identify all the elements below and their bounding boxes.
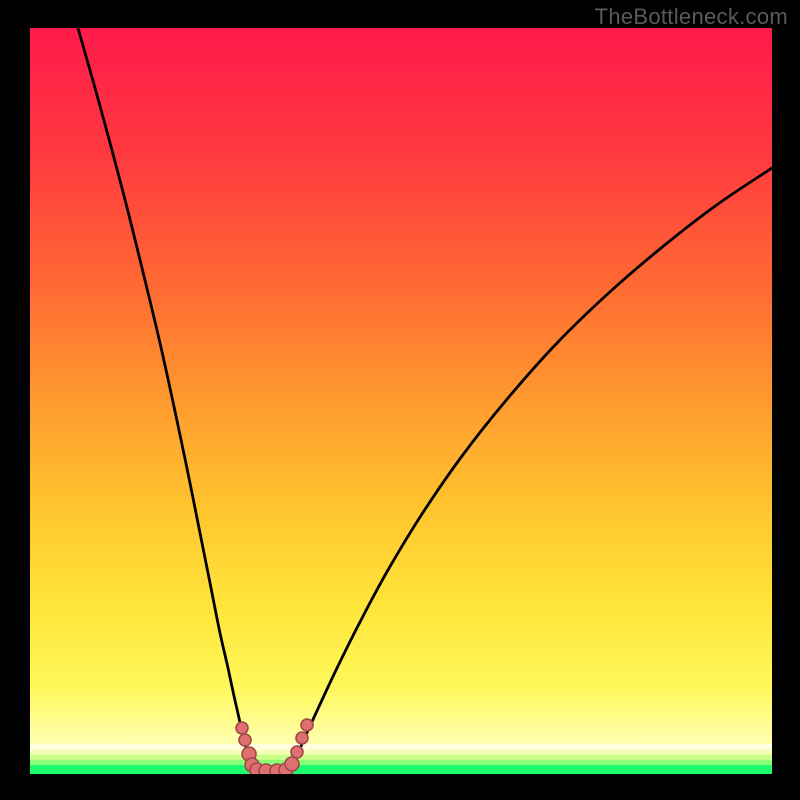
curve-right xyxy=(292,168,772,768)
stage: TheBottleneck.com xyxy=(0,0,800,800)
marker-point-9 xyxy=(291,746,303,758)
marker-point-8 xyxy=(285,757,299,771)
plot-outer xyxy=(0,28,800,800)
chart-svg xyxy=(30,28,772,774)
marker-point-11 xyxy=(301,719,313,731)
marker-point-1 xyxy=(239,734,251,746)
marker-point-10 xyxy=(296,732,308,744)
curve-left xyxy=(78,28,252,768)
plot-inner xyxy=(30,28,772,774)
marker-point-0 xyxy=(236,722,248,734)
watermark-text: TheBottleneck.com xyxy=(595,4,788,30)
